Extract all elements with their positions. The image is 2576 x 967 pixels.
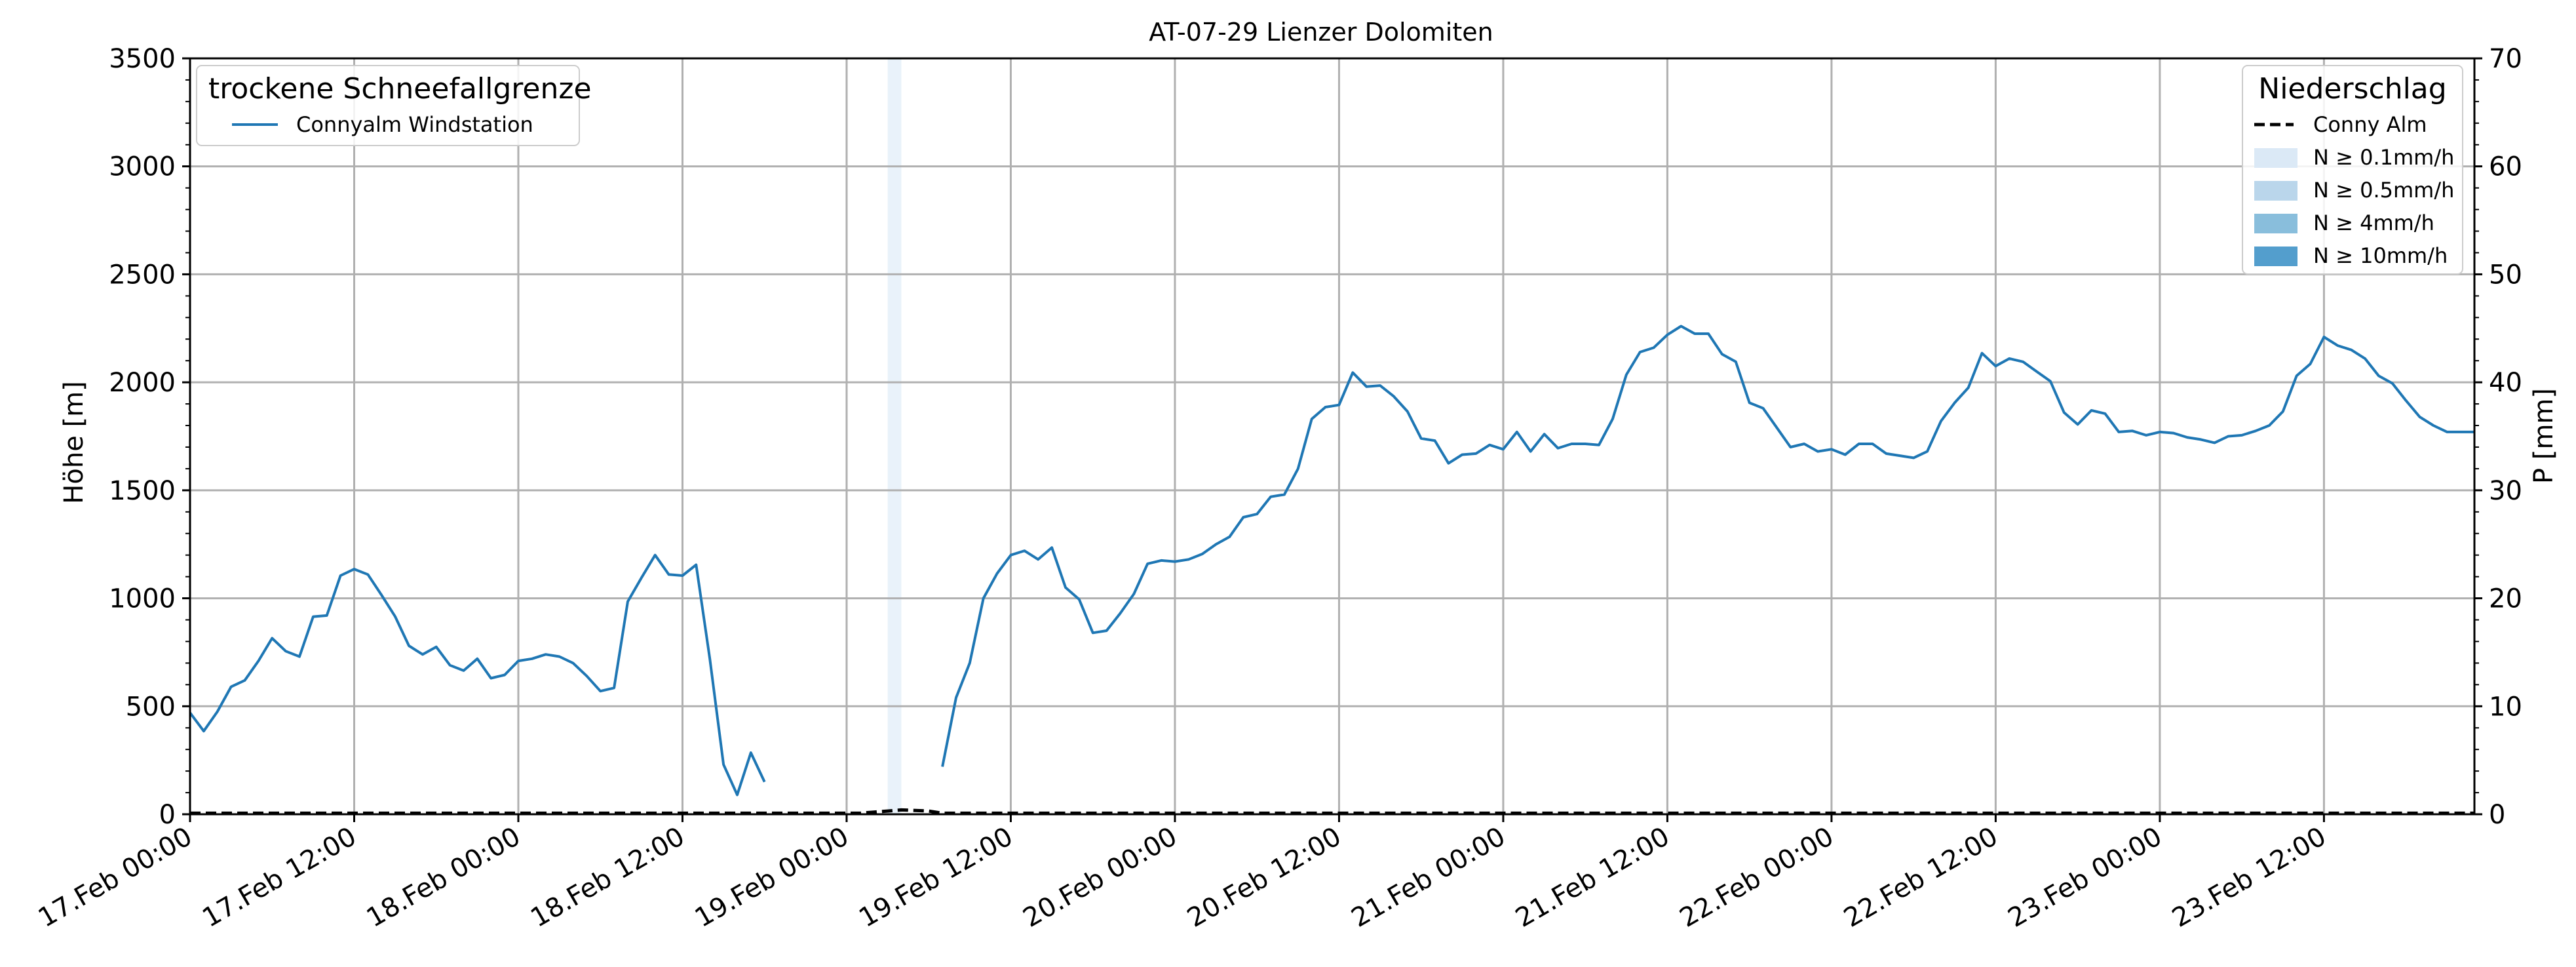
y-tick-label-right: 50 [2489,260,2522,290]
y-tick-label-right: 20 [2489,584,2522,614]
x-tick-label: 21.Feb 00:00 [1347,821,1510,934]
x-tick-label: 21.Feb 12:00 [1510,821,1674,934]
x-tick-label: 23.Feb 00:00 [2003,821,2167,934]
y-axis-label-left: Höhe [m] [59,381,89,503]
legend-precipitation-title: Niederschlag [2258,72,2446,106]
series-line-conny-alm [190,808,2474,815]
y-tick-label-right: 10 [2489,692,2522,722]
precip-band-n01 [887,58,902,814]
x-tick-label: 20.Feb 12:00 [1182,821,1346,934]
legend-n01-label: N ≥ 0.1mm/h [2313,145,2454,170]
y-axis-label-right: P [mm] [2529,388,2559,484]
y-tick-label-right: 70 [2489,44,2522,74]
y-tick-label-left: 2500 [109,260,176,290]
legend-snowline-title: trockene Schneefallgrenze [208,72,592,106]
legend-snowline-box [196,65,580,146]
series-line-connyalm-windstation [189,325,2474,797]
y-tick-label-left: 3500 [109,44,176,74]
y-tick-label-left: 2000 [109,368,176,398]
legend-snowline-entry: Connyalm Windstation [296,112,533,137]
y-tick-label-right: 40 [2489,368,2522,398]
x-tick-label: 17.Feb 12:00 [197,821,361,934]
legend-snowline: trockene Schneefallgrenze Connyalm Winds… [196,65,592,146]
y-tick-label-left: 500 [126,692,176,722]
y-tick-label-left: 0 [159,800,176,830]
x-tick-label: 19.Feb 12:00 [854,821,1018,934]
legend-n10-swatch [2254,247,2297,266]
x-tick-label: 22.Feb 00:00 [1675,821,1839,934]
y-tick-label-left: 3000 [109,152,176,182]
legend-conny-alm-label: Conny Alm [2313,112,2427,137]
x-tick-label: 18.Feb 00:00 [362,821,526,934]
y-tick-label-right: 60 [2489,152,2522,182]
grid [190,58,2474,814]
y-tick-label-left: 1000 [109,584,176,614]
y-tick-label-right: 0 [2489,800,2505,830]
x-tick-label: 22.Feb 12:00 [1839,821,2003,934]
plot-frame [189,57,2476,816]
legend-n05-label: N ≥ 0.5mm/h [2313,178,2454,203]
precipitation-bands [887,58,902,814]
legend-n4-swatch [2254,214,2297,233]
x-tick-label: 23.Feb 12:00 [2167,821,2331,934]
chart-title: AT-07-29 Lienzer Dolomiten [1149,18,1493,47]
axis-ticks: 0 500 1000 1500 2000 2500 3000 3500 0 10 20 30 40 50 6… [33,44,2522,934]
x-tick-label: 18.Feb 12:00 [526,821,689,934]
series [189,325,2474,815]
x-tick-label: 20.Feb 00:00 [1018,821,1182,934]
legend-n05-swatch [2254,181,2297,201]
legend-n10-label: N ≥ 10mm/h [2313,243,2448,268]
y-tick-label-right: 30 [2489,476,2522,506]
legend-n4-label: N ≥ 4mm/h [2313,210,2434,235]
legend-n01-swatch [2254,148,2297,168]
legend-precipitation: Niederschlag Conny Alm N ≥ 0.1mm/h N ≥ 0… [2242,65,2463,275]
x-tick-label: 19.Feb 00:00 [690,821,854,934]
x-tick-label: 17.Feb 00:00 [33,821,197,934]
y-tick-label-left: 1500 [109,476,176,506]
